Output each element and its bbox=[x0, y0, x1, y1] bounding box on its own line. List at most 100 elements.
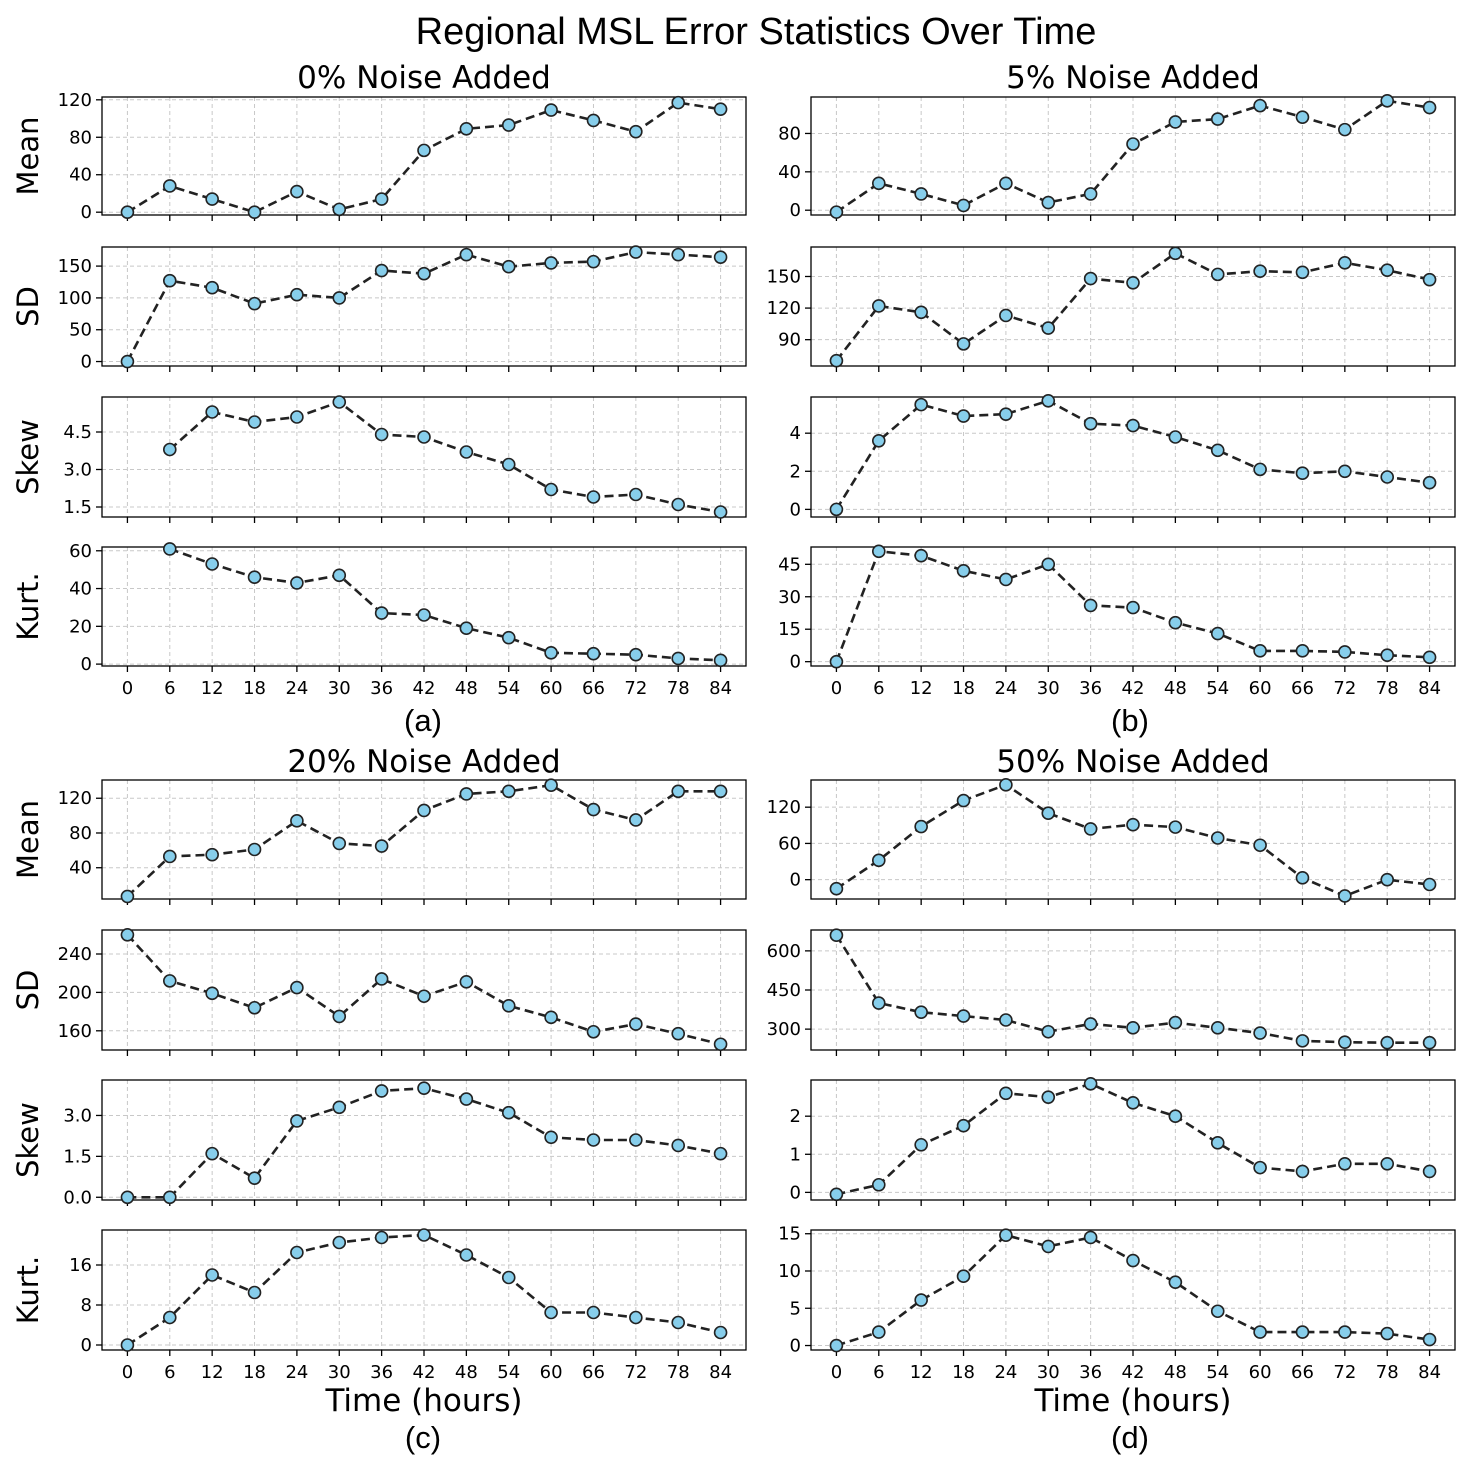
panel-letter: (c) bbox=[405, 1420, 441, 1455]
data-point bbox=[162, 974, 177, 988]
y-axis-label: Skew bbox=[11, 1102, 45, 1178]
data-point bbox=[1168, 615, 1183, 630]
x-tick-label: 6 bbox=[873, 1362, 884, 1383]
data-point bbox=[1422, 650, 1437, 665]
data-point bbox=[1126, 1096, 1140, 1110]
data-point bbox=[914, 187, 928, 201]
y-tick-label: 150 bbox=[767, 266, 801, 287]
data-point bbox=[1422, 272, 1437, 287]
subplot-kurt: 0 20 40 60 Kurt. 0 6 12 18 24 30 36 42 48 54 60 66 72 78 84 bbox=[11, 541, 747, 699]
data-point bbox=[1295, 265, 1310, 280]
data-point bbox=[1210, 112, 1225, 126]
data-point bbox=[374, 972, 389, 986]
data-point bbox=[205, 280, 219, 295]
x-tick-label: 12 bbox=[201, 1362, 224, 1383]
x-tick-label: 0 bbox=[122, 1362, 133, 1383]
axes-frame bbox=[101, 779, 747, 900]
data-point bbox=[1338, 255, 1352, 270]
data-point bbox=[1210, 1304, 1225, 1319]
data-point bbox=[671, 497, 686, 512]
y-tick-label: 0 bbox=[81, 202, 92, 223]
data-point bbox=[829, 205, 844, 219]
y-tick-label: 0 bbox=[790, 200, 801, 221]
data-point bbox=[162, 849, 177, 864]
data-point bbox=[374, 606, 389, 620]
data-point bbox=[1422, 100, 1437, 115]
y-tick-label: 0 bbox=[790, 499, 801, 520]
data-point bbox=[629, 245, 643, 259]
data-point bbox=[1422, 877, 1437, 892]
data-point bbox=[1210, 626, 1225, 641]
data-point bbox=[586, 1305, 601, 1320]
data-point bbox=[417, 1081, 431, 1095]
panel-0: 0% Noise Added04080120Mean050100150SD1.5… bbox=[11, 60, 747, 738]
data-point bbox=[374, 1084, 389, 1098]
data-point bbox=[459, 247, 474, 262]
data-point bbox=[247, 415, 262, 429]
data-point bbox=[671, 1138, 686, 1153]
data-point bbox=[205, 557, 219, 571]
subplot-kurt: 0 8 16 Kurt. 0 6 12 18 24 30 36 42 48 54 60 66 72 78 84 bbox=[11, 1228, 747, 1383]
panels: 0% Noise Added04080120Mean050100150SD1.5… bbox=[11, 60, 1456, 1455]
y-tick-label: 300 bbox=[767, 1019, 801, 1040]
data-point bbox=[999, 572, 1013, 587]
data-point bbox=[459, 1092, 474, 1106]
x-tick-label: 72 bbox=[624, 678, 647, 699]
data-point bbox=[871, 996, 886, 1010]
data-point bbox=[459, 975, 474, 989]
data-point bbox=[459, 1248, 474, 1262]
data-point bbox=[1083, 187, 1098, 201]
panel-title: 0% Noise Added bbox=[297, 60, 551, 96]
data-point bbox=[671, 784, 686, 799]
data-point bbox=[671, 1026, 686, 1041]
y-tick-label: 90 bbox=[778, 330, 801, 351]
data-point bbox=[586, 1024, 601, 1039]
x-tick-label: 30 bbox=[1037, 678, 1060, 699]
data-point bbox=[1168, 115, 1183, 129]
y-tick-label: 20 bbox=[69, 616, 92, 637]
x-tick-label: 18 bbox=[952, 678, 975, 699]
data-point bbox=[501, 259, 516, 274]
data-point bbox=[1168, 820, 1183, 834]
data-point bbox=[586, 1133, 601, 1147]
data-point bbox=[544, 645, 558, 660]
y-tick-label: 15 bbox=[778, 1224, 801, 1245]
panel-3: 50% Noise Added0601203004506000120510150… bbox=[767, 744, 1456, 1455]
panel-letter: (b) bbox=[1111, 703, 1149, 738]
data-point bbox=[1422, 475, 1437, 490]
panel-title: 20% Noise Added bbox=[287, 744, 560, 780]
data-point bbox=[290, 1245, 304, 1260]
data-point bbox=[1253, 838, 1267, 853]
data-point bbox=[417, 803, 431, 818]
x-tick-label: 42 bbox=[1122, 678, 1145, 699]
data-point bbox=[671, 247, 686, 262]
x-tick-label: 18 bbox=[243, 1362, 266, 1383]
subplot-1: 90 120 150 bbox=[767, 246, 1456, 372]
x-tick-label: 18 bbox=[952, 1362, 975, 1383]
data-point bbox=[1126, 1253, 1140, 1268]
data-point bbox=[999, 1013, 1013, 1027]
axes-frame bbox=[810, 546, 1456, 667]
axes-frame bbox=[810, 396, 1456, 518]
x-axis-label: Time (hours) bbox=[324, 1383, 522, 1419]
data-point bbox=[1126, 1021, 1140, 1035]
x-tick-label: 30 bbox=[328, 1362, 351, 1383]
data-point bbox=[544, 1010, 558, 1025]
data-point bbox=[501, 630, 516, 645]
subplot-3: 0 15 30 45 0 6 12 18 24 30 36 42 48 54 60 66 72 78 84 bbox=[778, 544, 1456, 699]
data-point bbox=[417, 266, 431, 281]
x-tick-label: 0 bbox=[122, 678, 133, 699]
x-tick-label: 60 bbox=[540, 1362, 563, 1383]
x-tick-label: 66 bbox=[582, 678, 605, 699]
axes-frame bbox=[101, 1079, 747, 1201]
data-point bbox=[1083, 1017, 1098, 1031]
x-tick-label: 42 bbox=[413, 1362, 436, 1383]
data-point bbox=[1380, 470, 1395, 484]
y-tick-label: 0 bbox=[81, 352, 92, 373]
y-tick-label: 4 bbox=[790, 423, 801, 444]
data-point bbox=[205, 1146, 219, 1161]
data-point bbox=[1041, 195, 1056, 210]
axes-frame bbox=[810, 1079, 1456, 1201]
data-point bbox=[544, 256, 558, 270]
